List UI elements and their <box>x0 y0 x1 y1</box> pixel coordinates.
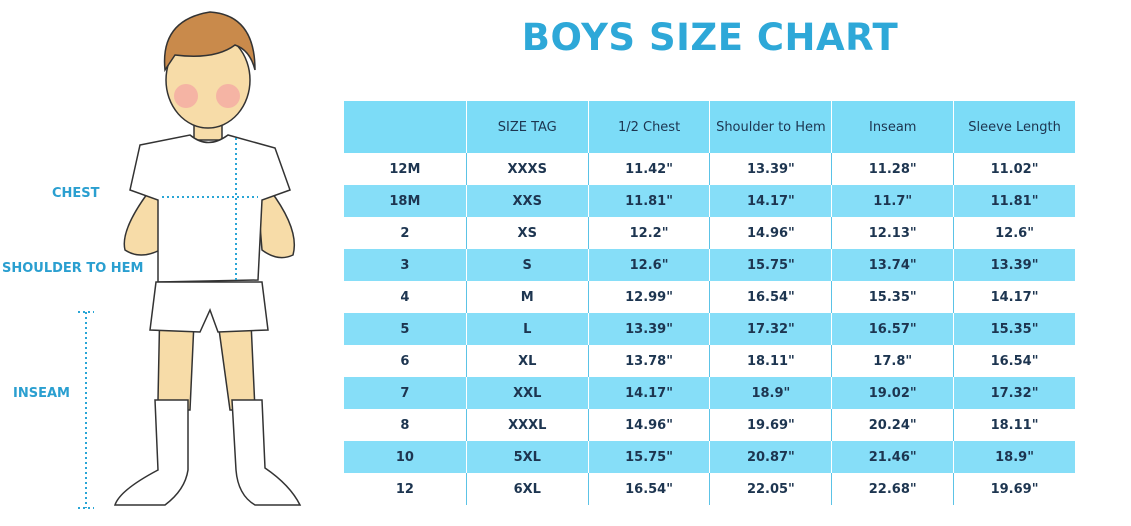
table-cell: 13.39" <box>587 313 710 345</box>
table-cell: 2 <box>400 225 410 241</box>
table-cell: XL <box>465 345 588 377</box>
table-cell: XXS <box>465 185 588 217</box>
table-cell: 18.9" <box>709 377 831 409</box>
table-cell: 18M <box>389 193 421 209</box>
table-row: 8 XXXL 14.96" 19.69" 20.24" 18.11" <box>344 409 1075 441</box>
table-row: 5 L 13.39" 17.32" 16.57" 15.35" <box>344 313 1075 345</box>
empty-header-cell <box>344 101 466 153</box>
chest-label: CHEST <box>52 186 100 201</box>
header-cell: Shoulder to Hem <box>709 101 831 153</box>
header-cell: Inseam <box>831 101 953 153</box>
table-cell: 17.8" <box>831 345 953 377</box>
header-row: SIZE TAG 1/2 Chest Shoulder to Hem Inseam Sl… <box>344 101 1075 153</box>
table-row: 6 XL 13.78" 18.11" 17.8" 16.54" <box>344 345 1075 377</box>
table-cell: 18.9" <box>953 441 1075 473</box>
table-cell: 11.42" <box>587 153 710 185</box>
table-cell: 14.17" <box>953 281 1075 313</box>
table-cell: S <box>465 249 588 281</box>
table-cell: 22.05" <box>709 473 831 505</box>
table-cell: 18.11" <box>709 345 831 377</box>
size-table: SIZE TAG 1/2 Chest Shoulder to Hem Inseam Sl… <box>344 101 1075 505</box>
boy-illustration <box>78 11 302 509</box>
table-row: 12 6XL 16.54" 22.05" 22.68" 19.69" <box>344 473 1075 505</box>
table-row: 3 S 12.6" 15.75" 13.74" 13.39" <box>344 249 1075 281</box>
table-cell: L <box>465 313 588 345</box>
table-cell: 14.17" <box>709 185 831 217</box>
table-cell: 6 <box>400 353 410 369</box>
table-cell: 18.11" <box>953 409 1075 441</box>
table-cell: 13.78" <box>587 345 710 377</box>
table-row: 7 XXL 14.17" 18.9" 19.02" 17.32" <box>344 377 1075 409</box>
table-cell: 19.69" <box>709 409 831 441</box>
table-cell: 21.46" <box>831 441 953 473</box>
table-cell: XXXS <box>465 153 588 185</box>
table-cell: 20.87" <box>709 441 831 473</box>
table-cell: 12.13" <box>831 217 953 249</box>
table-row: 4 M 12.99" 16.54" 15.35" 14.17" <box>344 281 1075 313</box>
table-cell: 19.69" <box>953 473 1075 505</box>
table-cell: 12.2" <box>587 217 710 249</box>
header-cell: Sleeve Length <box>953 101 1075 153</box>
inseam-label: INSEAM <box>13 386 70 401</box>
table-row: 18M XXS 11.81" 14.17" 11.7" 11.81" <box>344 185 1075 217</box>
table-row: 10 5XL 15.75" 20.87" 21.46" 18.9" <box>344 441 1075 473</box>
table-cell: 12.6" <box>953 217 1075 249</box>
table-cell: 11.81" <box>587 185 710 217</box>
table-cell: XXXL <box>465 409 588 441</box>
table-cell: 7 <box>400 385 410 401</box>
table-cell: 10 <box>395 449 414 465</box>
table-cell: 12.6" <box>587 249 710 281</box>
table-cell: 12M <box>389 161 421 177</box>
table-cell: 8 <box>400 417 410 433</box>
table-cell: 16.54" <box>709 281 831 313</box>
table-cell: 16.54" <box>953 345 1075 377</box>
table-cell: 16.57" <box>831 313 953 345</box>
table-cell: 15.35" <box>953 313 1075 345</box>
table-cell: XXL <box>465 377 588 409</box>
table-cell: 12.99" <box>587 281 710 313</box>
table-cell: 14.96" <box>587 409 710 441</box>
table-row: 2 XS 12.2" 14.96" 12.13" 12.6" <box>344 217 1075 249</box>
table-cell: XS <box>465 217 588 249</box>
table-cell: 5 <box>400 321 410 337</box>
table-cell: 5XL <box>465 441 588 473</box>
table-cell: 13.39" <box>953 249 1075 281</box>
table-cell: 15.75" <box>709 249 831 281</box>
table-cell: 20.24" <box>831 409 953 441</box>
table-cell: 11.7" <box>831 185 953 217</box>
table-cell: 11.28" <box>831 153 953 185</box>
table-cell: 6XL <box>465 473 588 505</box>
table-row: 12M XXXS 11.42" 13.39" 11.28" 11.02" <box>344 153 1075 185</box>
table-cell: 15.35" <box>831 281 953 313</box>
table-cell: 17.32" <box>953 377 1075 409</box>
title: BOYS SIZE CHART <box>521 16 899 59</box>
shoulder-label: SHOULDER TO HEM <box>2 261 144 276</box>
table-cell: 11.02" <box>953 153 1075 185</box>
table-cell: 12 <box>395 481 414 497</box>
table-cell: 19.02" <box>831 377 953 409</box>
table-cell: 13.39" <box>709 153 831 185</box>
table-cell: 14.17" <box>587 377 710 409</box>
table-cell: 13.74" <box>831 249 953 281</box>
table-cell: 15.75" <box>587 441 710 473</box>
table-cell: 17.32" <box>709 313 831 345</box>
table-cell: 22.68" <box>831 473 953 505</box>
table-cell: 14.96" <box>709 217 831 249</box>
table-cell: M <box>465 281 588 313</box>
table-cell: 4 <box>400 289 410 305</box>
header-cell: SIZE TAG <box>465 101 588 153</box>
table-cell: 11.81" <box>953 185 1075 217</box>
table-cell: 16.54" <box>587 473 710 505</box>
table-cell: 3 <box>400 257 410 273</box>
header-cell: 1/2 Chest <box>587 101 710 153</box>
